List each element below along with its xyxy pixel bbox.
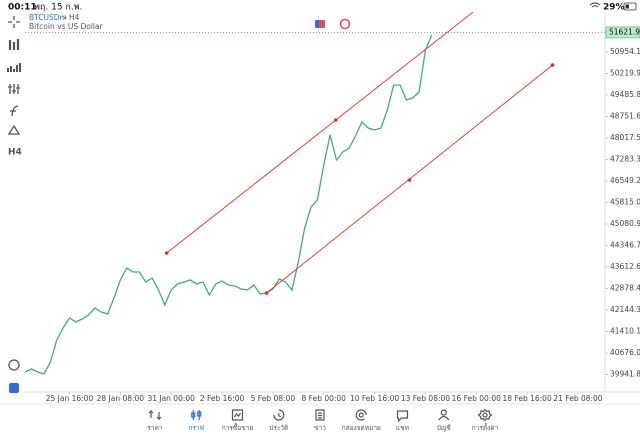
y-tick-label: 48017.50 (610, 133, 640, 142)
status-date: พฤ. 15 ก.พ. (34, 3, 83, 13)
bars-tool[interactable] (7, 63, 21, 72)
separator-dot (64, 17, 66, 19)
tab-label[interactable]: ประวัติ (269, 424, 288, 432)
price-line (25, 34, 433, 375)
function-tool[interactable] (10, 105, 19, 117)
x-tick-label: 2 Feb 16:00 (200, 394, 245, 403)
y-tick-label: 45815.05 (610, 197, 640, 206)
tab-icon[interactable] (273, 409, 285, 421)
tab-label[interactable]: ข่าว (314, 424, 326, 432)
y-tick-label: 39941.85 (610, 369, 640, 378)
chart-timeframe: H4 (69, 13, 80, 22)
tab-label[interactable]: บัญชี (437, 424, 452, 432)
tab-icon[interactable] (191, 410, 202, 420)
x-tick-label: 25 Jan 16:00 (46, 394, 94, 403)
search-tool[interactable] (8, 359, 20, 371)
y-tick-label: 41410.15 (610, 326, 640, 335)
y-tick-label: 45080.90 (610, 219, 640, 228)
x-tick-label: 31 Jan 00:00 (147, 394, 195, 403)
tab-label[interactable]: การซื้อขาย (222, 423, 253, 432)
y-tick-label: 42144.30 (610, 305, 640, 314)
x-tick-label: 16 Feb 00:00 (452, 394, 501, 403)
tab-icon[interactable] (315, 409, 325, 421)
trend-point (550, 63, 555, 67)
tab-label[interactable]: กล่องจดหมาย (342, 424, 381, 432)
battery-level (625, 4, 629, 9)
symbol-name: BTCUSDm (29, 13, 67, 22)
left-toolbar (7, 16, 21, 393)
tab-icon[interactable] (396, 410, 409, 423)
trend-point (164, 251, 169, 255)
x-tick-label: 10 Feb 16:00 (350, 394, 399, 403)
battery-icon (623, 2, 637, 11)
y-tick-label: 49485.80 (610, 90, 640, 99)
y-tick-label: 50954.10 (610, 47, 640, 56)
plot-area (25, 12, 555, 375)
tab-icon[interactable] (231, 409, 244, 421)
x-tick-label: 13 Feb 08:00 (401, 394, 450, 403)
x-tick-label: 18 Feb 16:00 (503, 394, 552, 403)
y-tick-label: 47283.35 (610, 154, 640, 163)
y-tick-label: 46549.20 (610, 176, 640, 185)
last-price-box (605, 26, 640, 39)
candles-tool[interactable] (8, 39, 20, 50)
trend-point (407, 178, 412, 182)
trend-point (334, 118, 338, 122)
shapes-tool[interactable] (7, 124, 21, 135)
crosshair-tool[interactable] (8, 16, 20, 28)
tab-icon[interactable] (477, 408, 493, 422)
tab-label[interactable]: กราฟ (188, 424, 204, 432)
tab-icon[interactable] (148, 409, 162, 421)
tab-icon[interactable] (355, 409, 367, 421)
symbol-description: Bitcoin vs US Dollar (29, 22, 104, 31)
wifi-icon (589, 2, 601, 8)
x-tick-label: 28 Jan 08:00 (97, 394, 145, 403)
tab-label[interactable]: การตั้งค่า (472, 423, 499, 432)
x-tick-label: 5 Feb 08:00 (251, 394, 296, 403)
trend-line (166, 12, 474, 254)
timeframe-button[interactable]: H4 (8, 148, 22, 158)
y-tick-label: 42878.45 (610, 283, 640, 292)
last-price-label: 51621.94 (609, 27, 640, 36)
battery-percent: 29% (603, 3, 625, 13)
indicators-tool[interactable] (8, 84, 20, 94)
tab-label[interactable]: แชท (396, 424, 409, 432)
trade-tool[interactable] (9, 383, 19, 393)
trend-point (264, 291, 269, 295)
y-tick-label: 48751.65 (610, 111, 640, 120)
y-tick-label: 50219.95 (610, 68, 640, 77)
y-tick-label: 44346.75 (610, 240, 640, 249)
y-tick-label: 40676.00 (610, 348, 640, 357)
x-tick-label: 8 Feb 00:00 (302, 394, 347, 403)
tab-label[interactable]: ราคา (147, 424, 162, 432)
one-click-icon[interactable] (339, 18, 351, 30)
status-time: 00:11 (8, 3, 37, 13)
tab-icon[interactable] (438, 409, 450, 421)
y-tick-label: 43612.60 (610, 262, 640, 271)
x-tick-label: 21 Feb 08:00 (553, 394, 602, 403)
sell-icon[interactable] (319, 20, 325, 28)
